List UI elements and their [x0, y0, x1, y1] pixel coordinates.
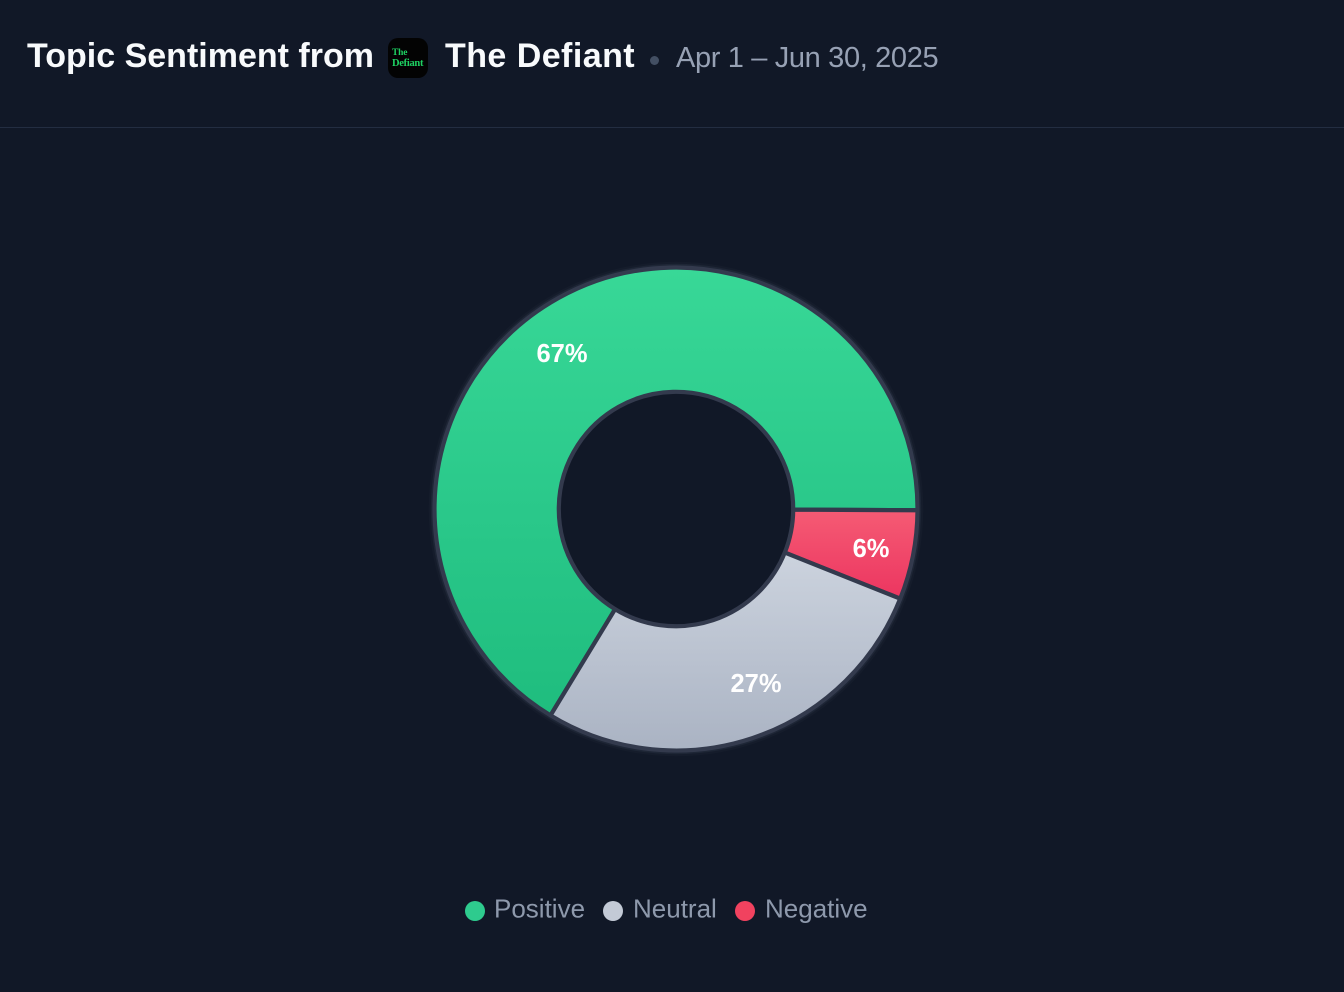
- svg-text:67%: 67%: [536, 340, 587, 368]
- svg-text:Negative: Negative: [765, 894, 868, 924]
- svg-text:27%: 27%: [730, 670, 781, 698]
- svg-text:6%: 6%: [853, 535, 890, 563]
- svg-text:Positive: Positive: [494, 894, 585, 924]
- svg-text:Neutral: Neutral: [633, 894, 717, 924]
